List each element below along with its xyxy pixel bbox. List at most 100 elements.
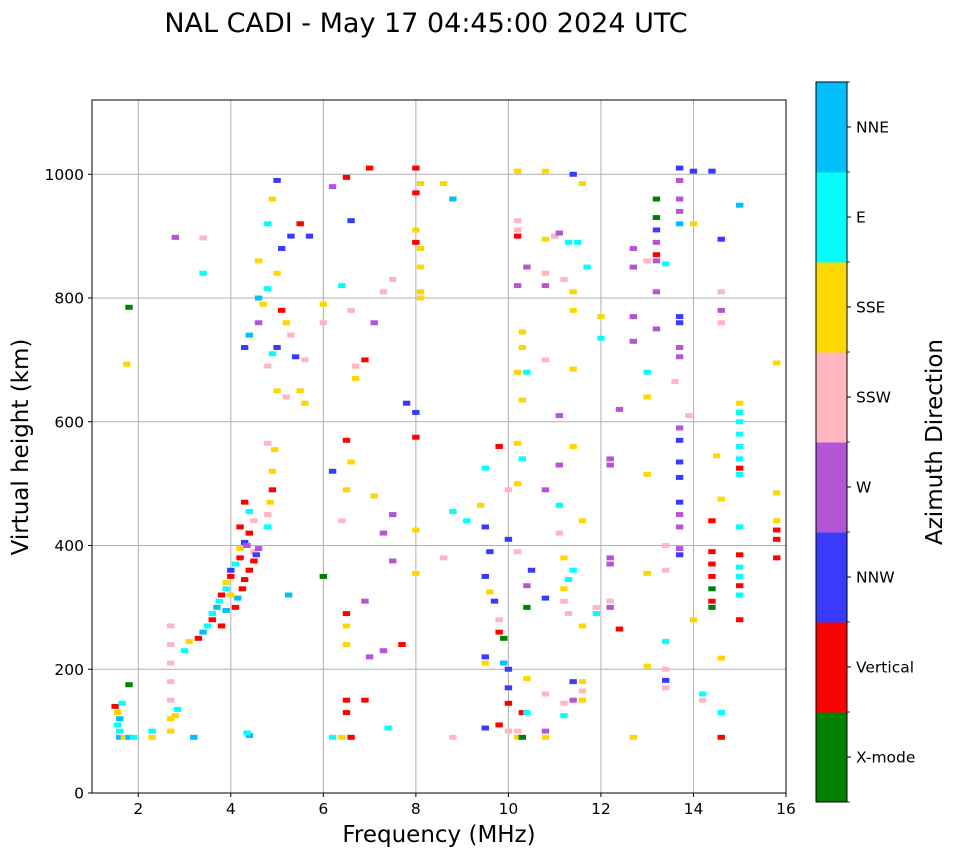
echo-point <box>523 604 531 610</box>
echo-point <box>513 168 522 174</box>
echo-point <box>240 345 249 350</box>
echo-point <box>338 518 346 524</box>
echo-point <box>578 679 587 685</box>
echo-point <box>513 227 522 233</box>
echo-point <box>564 611 573 617</box>
echo-point <box>476 502 485 508</box>
echo-point <box>352 375 360 381</box>
echo-point <box>384 725 392 731</box>
echo-point <box>652 289 661 295</box>
echo-point <box>231 561 240 567</box>
echo-point <box>708 549 716 555</box>
echo-point <box>236 524 244 530</box>
echo-point <box>416 246 425 251</box>
echo-point <box>717 655 725 661</box>
echo-point <box>319 301 328 307</box>
echo-point <box>481 465 489 471</box>
colorbar-label: E <box>856 209 866 227</box>
echo-point <box>541 357 550 363</box>
echo-point <box>629 264 638 270</box>
echo-point <box>564 239 573 245</box>
echo-point <box>199 270 207 276</box>
y-axis-label: Virtual height (km) <box>8 339 34 556</box>
echo-point <box>675 437 684 443</box>
echo-point <box>541 734 550 740</box>
echo-point <box>523 676 531 682</box>
echo-point <box>652 252 661 258</box>
echo-point <box>287 332 295 338</box>
echo-point <box>736 444 744 449</box>
echo-point <box>652 215 661 221</box>
echo-point <box>213 604 221 610</box>
echo-point <box>481 573 489 579</box>
echo-point <box>523 369 531 375</box>
echo-point <box>495 629 503 635</box>
echo-point <box>243 543 251 548</box>
echo-point <box>291 354 300 360</box>
echo-point <box>264 286 272 292</box>
echo-point <box>243 730 251 736</box>
echo-point <box>541 595 550 601</box>
echo-point <box>238 586 247 592</box>
echo-point <box>412 434 420 440</box>
grid-lines <box>92 100 787 794</box>
echo-point <box>513 283 522 289</box>
echo-point <box>569 697 577 703</box>
echo-point <box>264 512 272 518</box>
echo-point <box>675 512 684 518</box>
echo-point <box>675 499 684 505</box>
echo-point <box>416 295 425 301</box>
echo-point <box>245 567 254 573</box>
echo-point <box>504 666 513 672</box>
echo-point <box>569 366 577 372</box>
echo-point <box>578 623 587 629</box>
echo-point <box>675 314 684 320</box>
data-points <box>111 165 781 740</box>
echo-point <box>689 221 698 227</box>
echo-point <box>643 369 651 375</box>
echo-point <box>490 598 499 604</box>
echo-point <box>416 181 425 187</box>
echo-point <box>245 530 254 536</box>
echo-point <box>513 369 522 375</box>
echo-point <box>578 688 587 694</box>
colorbar-label: W <box>856 479 871 497</box>
colorbar-title: Azimuth Direction <box>922 339 948 545</box>
echo-point <box>736 409 744 415</box>
echo-point <box>629 314 638 320</box>
echo-point <box>717 236 725 242</box>
echo-point <box>268 196 277 202</box>
echo-point <box>555 413 563 419</box>
echo-point <box>708 604 716 610</box>
echo-point <box>264 524 272 530</box>
echo-point <box>234 595 242 601</box>
echo-point <box>342 611 351 617</box>
echo-point <box>560 276 568 282</box>
echo-point <box>481 725 489 731</box>
echo-point <box>125 734 133 740</box>
echo-point <box>259 301 267 307</box>
echo-point <box>342 623 351 629</box>
echo-point <box>675 474 684 480</box>
echo-point <box>513 218 522 224</box>
y-tick-label: 200 <box>54 661 84 679</box>
echo-point <box>342 437 351 443</box>
y-axis-ticks: 0 200 400 600 800 1000 <box>45 166 92 803</box>
echo-point <box>708 586 716 592</box>
echo-point <box>352 363 360 369</box>
echo-point <box>264 363 272 369</box>
echo-point <box>675 354 684 360</box>
echo-point <box>606 456 614 462</box>
echo-point <box>773 518 781 524</box>
echo-point <box>675 208 684 214</box>
echo-point <box>569 679 577 685</box>
echo-point <box>773 555 781 561</box>
echo-point <box>504 685 513 691</box>
echo-point <box>282 394 291 400</box>
echo-point <box>675 320 684 326</box>
echo-point <box>398 642 406 647</box>
echo-point <box>629 734 638 740</box>
echo-point <box>264 440 272 446</box>
echo-point <box>736 202 744 208</box>
